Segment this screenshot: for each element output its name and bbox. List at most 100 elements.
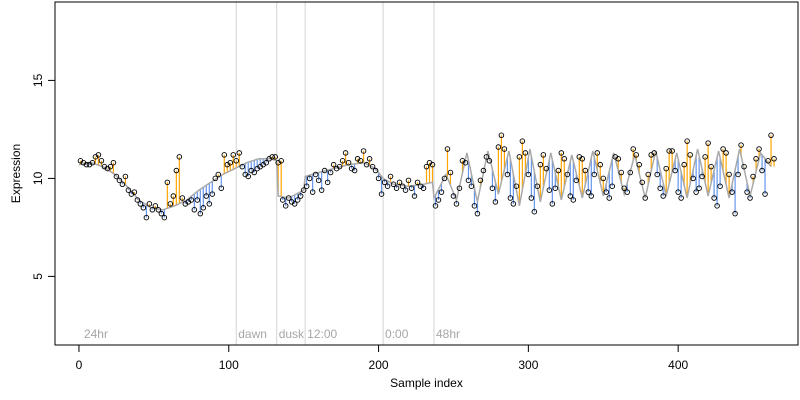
x-tick-label: 100 — [219, 358, 239, 372]
data-point — [597, 161, 604, 168]
data-point — [735, 171, 741, 178]
data-point — [269, 154, 275, 160]
data-point — [450, 193, 457, 199]
x-tick-label: 0 — [76, 358, 83, 372]
data-point — [474, 210, 481, 217]
data-point — [453, 201, 460, 207]
data-point — [483, 154, 490, 160]
data-point — [678, 195, 684, 201]
data-point — [531, 208, 538, 215]
data-point — [750, 173, 756, 180]
data-point — [221, 152, 228, 158]
data-point — [206, 201, 213, 207]
data-point — [537, 161, 544, 168]
data-point — [303, 183, 310, 189]
data-point — [600, 175, 607, 182]
data-point — [471, 203, 478, 209]
data-point — [152, 203, 159, 209]
data-point — [279, 197, 286, 203]
data-point — [357, 158, 364, 164]
data-point — [606, 195, 613, 201]
data-point — [468, 183, 475, 189]
data-point — [546, 187, 553, 193]
data-point — [633, 152, 639, 158]
data-point — [309, 189, 316, 195]
data-point — [582, 167, 589, 174]
data-point — [624, 189, 630, 195]
data-point — [690, 175, 696, 182]
data-point — [113, 173, 120, 180]
data-point — [218, 185, 225, 191]
data-point — [492, 199, 499, 205]
data-point — [387, 173, 394, 180]
data-point — [747, 195, 753, 201]
data-point — [768, 132, 774, 139]
y-tick-label: 5 — [31, 273, 45, 280]
annotation-label: 24hr — [84, 327, 108, 341]
data-point — [534, 183, 541, 189]
data-point — [741, 163, 747, 170]
data-point — [729, 189, 735, 195]
data-point — [495, 144, 502, 150]
data-point — [465, 177, 472, 184]
data-point — [396, 179, 403, 186]
data-point — [594, 150, 601, 156]
fitted-curve — [78, 148, 772, 211]
data-point — [116, 177, 123, 184]
data-point — [360, 148, 367, 154]
y-tick-label: 15 — [31, 73, 45, 87]
data-point — [603, 189, 610, 195]
data-point — [209, 191, 216, 197]
data-point — [441, 175, 448, 182]
data-point — [552, 185, 559, 191]
data-point — [705, 140, 711, 146]
data-point — [579, 156, 586, 162]
data-point — [510, 201, 517, 207]
data-point — [149, 207, 156, 213]
data-point — [429, 161, 436, 168]
data-point — [771, 156, 777, 162]
data-point — [155, 207, 162, 213]
data-point — [762, 191, 768, 197]
data-point — [543, 165, 550, 172]
data-point — [702, 154, 708, 160]
data-point — [636, 161, 642, 168]
data-point — [369, 163, 376, 170]
data-point — [540, 152, 547, 158]
data-point — [489, 185, 496, 191]
data-point — [717, 183, 723, 189]
data-point — [522, 150, 529, 156]
data-point — [375, 175, 382, 182]
data-point — [143, 214, 150, 221]
data-point — [567, 193, 574, 199]
marker-label: 0:00 — [385, 327, 409, 341]
residual-segments — [79, 135, 775, 218]
y-axis-title: Expression — [9, 144, 23, 203]
time-annotations: 24hr dawn dusk 12:00 0:00 48hr — [84, 327, 460, 341]
data-point — [164, 179, 171, 186]
data-point — [324, 179, 331, 186]
data-point — [282, 203, 289, 209]
data-point — [278, 158, 284, 164]
data-point — [675, 189, 681, 195]
data-point — [176, 154, 183, 160]
data-point — [327, 169, 334, 176]
data-point — [336, 163, 343, 170]
data-point — [573, 177, 580, 184]
data-point — [723, 150, 729, 156]
data-point — [621, 185, 627, 191]
data-point — [654, 171, 660, 178]
data-point — [681, 161, 687, 168]
data-point — [732, 210, 738, 217]
data-point — [167, 201, 174, 207]
data-point — [588, 193, 595, 199]
data-point — [699, 173, 705, 180]
data-points — [77, 132, 777, 221]
data-point — [345, 159, 352, 166]
data-point — [570, 197, 577, 203]
data-point — [297, 193, 304, 199]
data-point — [507, 195, 514, 201]
data-point — [666, 148, 672, 154]
data-point — [131, 189, 138, 195]
